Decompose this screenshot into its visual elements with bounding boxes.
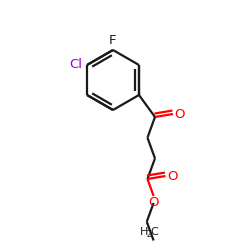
Text: Cl: Cl xyxy=(70,58,82,70)
Text: F: F xyxy=(109,34,117,48)
Text: O: O xyxy=(148,196,159,209)
Text: C: C xyxy=(150,227,158,237)
Text: O: O xyxy=(167,170,178,182)
Text: O: O xyxy=(175,108,185,120)
Text: 2: 2 xyxy=(146,230,151,239)
Text: H: H xyxy=(140,227,148,237)
